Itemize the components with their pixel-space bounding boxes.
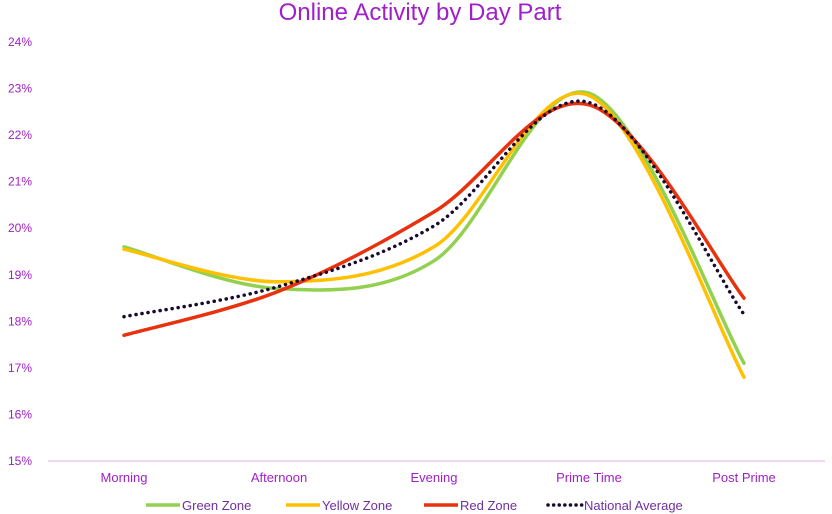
y-tick-label: 24% [8, 35, 32, 49]
series-line-green-zone [122, 90, 746, 365]
x-tick-label: Prime Time [556, 470, 622, 485]
legend-label: National Average [584, 498, 683, 513]
series-line-national-average [122, 99, 746, 319]
x-tick-label: Evening [411, 470, 458, 485]
y-tick-label: 23% [8, 82, 32, 96]
y-tick-label: 15% [8, 454, 32, 468]
y-tick-label: 22% [8, 128, 32, 142]
series-line-yellow-zone [122, 91, 746, 379]
series-lines [122, 90, 746, 379]
y-tick-label: 20% [8, 221, 32, 235]
x-axis-ticks: Morning Afternoon Evening Prime Time Post Pr… [101, 470, 776, 485]
legend-label: Green Zone [182, 498, 251, 513]
y-tick-label: 17% [8, 361, 32, 375]
x-tick-label: Afternoon [251, 470, 307, 485]
legend-label: Red Zone [460, 498, 517, 513]
x-tick-label: Morning [101, 470, 148, 485]
legend: Green Zone Yellow Zone Red Zone National Av… [146, 498, 683, 513]
y-axis-ticks: 15% 16% 17% 18% 19% 20% 21% 22% 23% 24% [8, 35, 32, 468]
y-tick-label: 18% [8, 314, 32, 328]
y-tick-label: 21% [8, 175, 32, 189]
x-tick-label: Post Prime [712, 470, 776, 485]
y-tick-label: 19% [8, 268, 32, 282]
y-tick-label: 16% [8, 407, 32, 421]
chart-title: Online Activity by Day Part [279, 0, 562, 26]
series-line-red-zone [122, 101, 746, 338]
legend-label: Yellow Zone [322, 498, 392, 513]
